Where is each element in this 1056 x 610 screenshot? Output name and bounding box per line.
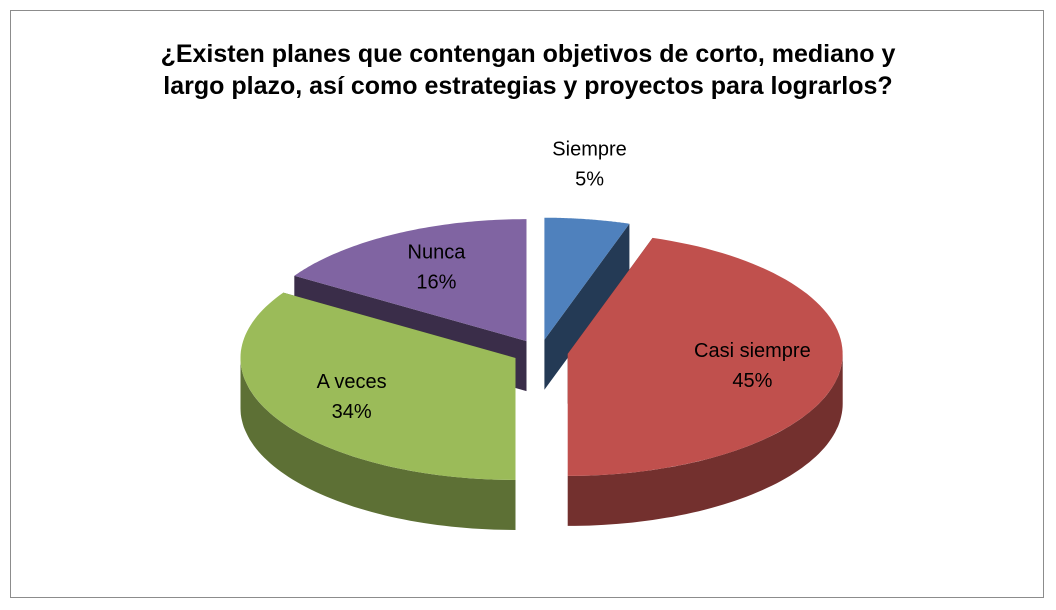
data-label-name: A veces: [317, 371, 387, 393]
chart-frame: [10, 10, 1044, 598]
slice: [240, 292, 516, 480]
data-label-name: Casi siempre: [694, 340, 811, 362]
data-label-value: 34%: [332, 401, 372, 423]
slice: [544, 217, 630, 340]
slice-side: [240, 358, 516, 530]
slice: [294, 219, 527, 342]
chart-title: ¿Existen planes que contengan objetivos …: [160, 40, 896, 100]
data-label-name: Siempre: [552, 138, 626, 160]
data-label-value: 45%: [732, 370, 772, 392]
data-label-name: Nunca: [408, 242, 467, 264]
slice: [567, 237, 843, 476]
slice-side: [567, 353, 843, 526]
data-label-value: 16%: [416, 272, 456, 294]
slice-wall: [544, 223, 630, 390]
data-label-value: 5%: [575, 168, 604, 190]
